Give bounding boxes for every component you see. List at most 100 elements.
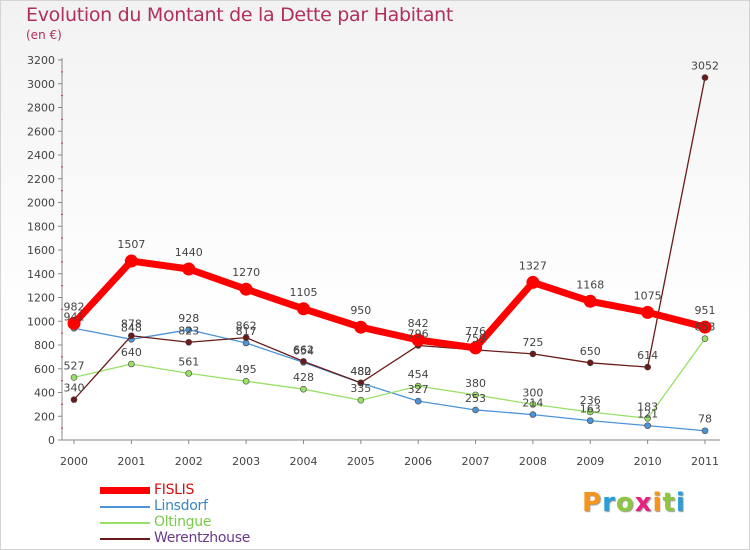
logo-letter: t xyxy=(662,488,676,518)
data-label-oltingue: 853 xyxy=(695,321,716,334)
data-point-fislis xyxy=(124,254,138,268)
data-label-fislis: 1270 xyxy=(232,266,260,279)
x-tick-label: 2002 xyxy=(175,455,203,468)
data-point-fislis xyxy=(583,294,597,308)
chart-subtitle: (en €) xyxy=(26,28,62,42)
y-tick-label: 2200 xyxy=(27,173,55,186)
data-point-fislis xyxy=(67,316,81,330)
y-tick-label: 400 xyxy=(34,387,55,400)
data-label-oltingue: 561 xyxy=(178,355,199,368)
data-label-oltingue: 454 xyxy=(408,368,429,381)
data-label-linsdorf: 121 xyxy=(637,408,658,421)
data-label-linsdorf: 163 xyxy=(580,403,601,416)
data-point-linsdorf xyxy=(701,427,709,435)
data-label-linsdorf: 941 xyxy=(64,310,85,323)
y-tick-label: 3000 xyxy=(27,78,55,91)
data-point-werentzhouse xyxy=(70,396,78,403)
data-point-oltingue xyxy=(357,396,365,404)
data-label-oltingue: 183 xyxy=(637,400,658,413)
data-point-werentzhouse xyxy=(300,358,307,365)
data-label-werentzhouse: 759 xyxy=(465,332,486,345)
data-label-fislis: 1507 xyxy=(117,238,145,251)
data-label-oltingue: 300 xyxy=(522,386,543,399)
data-label-linsdorf: 928 xyxy=(178,312,199,325)
data-label-oltingue: 335 xyxy=(350,382,371,395)
data-label-linsdorf: 78 xyxy=(698,413,712,426)
chart-title: Evolution du Montant de la Dette par Hab… xyxy=(26,4,454,26)
data-label-werentzhouse: 823 xyxy=(178,324,199,337)
data-point-oltingue xyxy=(529,401,537,408)
y-tick-label: 1400 xyxy=(27,268,55,281)
data-point-fislis xyxy=(411,333,425,347)
data-point-oltingue xyxy=(414,382,422,390)
data-label-fislis: 1168 xyxy=(576,278,604,291)
data-point-oltingue xyxy=(300,385,307,393)
data-label-werentzhouse: 614 xyxy=(637,349,658,362)
data-point-werentzhouse xyxy=(701,74,709,81)
data-label-oltingue: 380 xyxy=(465,377,486,390)
x-tick-label: 2010 xyxy=(634,455,662,468)
data-point-werentzhouse xyxy=(644,363,651,371)
series-lines xyxy=(67,74,712,435)
data-label-fislis: 842 xyxy=(408,317,429,330)
logo-letter: o xyxy=(615,488,635,518)
y-tick-label: 2000 xyxy=(27,197,55,210)
data-point-werentzhouse xyxy=(242,334,250,341)
data-point-fislis xyxy=(239,282,253,296)
series-labels: 982 1507 1440 1270 1105 950 842 776 1327 1168 1075… xyxy=(64,60,720,426)
data-point-fislis xyxy=(526,275,540,289)
data-point-oltingue xyxy=(70,374,78,381)
x-tick-label: 2003 xyxy=(232,455,260,468)
data-label-werentzhouse: 862 xyxy=(236,320,257,333)
legend-label: Linsdorf xyxy=(154,498,208,514)
data-point-werentzhouse xyxy=(586,359,594,367)
y-tick-label: 200 xyxy=(34,410,55,423)
data-point-fislis xyxy=(469,341,483,355)
y-tick-label: 2800 xyxy=(27,102,55,115)
data-point-linsdorf xyxy=(529,411,537,418)
y-tick-label: 800 xyxy=(34,339,55,352)
data-label-oltingue: 495 xyxy=(236,363,257,376)
data-label-fislis: 1075 xyxy=(634,289,662,302)
legend-label: Oltingue xyxy=(154,514,212,530)
data-label-oltingue: 428 xyxy=(293,371,314,384)
data-label-linsdorf: 327 xyxy=(408,383,429,396)
x-tick-label: 2006 xyxy=(404,455,432,468)
data-label-linsdorf: 214 xyxy=(522,397,543,410)
data-label-werentzhouse: 725 xyxy=(522,336,543,349)
logo-letter: i xyxy=(652,488,663,518)
data-label-werentzhouse: 482 xyxy=(350,365,371,378)
y-tick-label: 600 xyxy=(34,363,55,376)
series-line-fislis xyxy=(70,257,709,352)
series-line-linsdorf xyxy=(73,327,706,432)
data-point-werentzhouse xyxy=(185,338,193,346)
legend-swatch xyxy=(100,506,150,508)
data-label-oltingue: 527 xyxy=(64,359,85,372)
data-label-fislis: 982 xyxy=(64,300,85,313)
data-label-linsdorf: 253 xyxy=(465,392,486,405)
data-point-linsdorf xyxy=(586,417,594,424)
x-tick-label: 2000 xyxy=(60,455,88,468)
data-label-werentzhouse: 3052 xyxy=(691,60,719,73)
data-label-fislis: 951 xyxy=(695,304,716,317)
proxiti-logo: Proxiti xyxy=(582,488,686,518)
data-point-linsdorf xyxy=(472,406,479,414)
data-point-oltingue xyxy=(472,391,479,399)
y-tick-label: 1200 xyxy=(27,292,55,305)
data-point-fislis xyxy=(641,305,655,319)
data-label-fislis: 1327 xyxy=(519,259,547,272)
logo-letter: i xyxy=(675,488,686,518)
y-tick-label: 0 xyxy=(48,434,55,447)
data-label-fislis: 950 xyxy=(350,304,371,317)
x-tick-label: 2004 xyxy=(289,455,317,468)
x-tick-label: 2007 xyxy=(462,455,490,468)
data-label-fislis: 1440 xyxy=(175,246,203,259)
y-tick-label: 3200 xyxy=(27,54,55,67)
legend-swatch xyxy=(100,538,150,540)
data-label-oltingue: 236 xyxy=(580,394,601,407)
data-point-oltingue xyxy=(586,408,594,416)
legend-label: FISLIS xyxy=(154,482,195,498)
data-point-linsdorf xyxy=(414,397,422,405)
data-label-werentzhouse: 340 xyxy=(64,382,85,395)
